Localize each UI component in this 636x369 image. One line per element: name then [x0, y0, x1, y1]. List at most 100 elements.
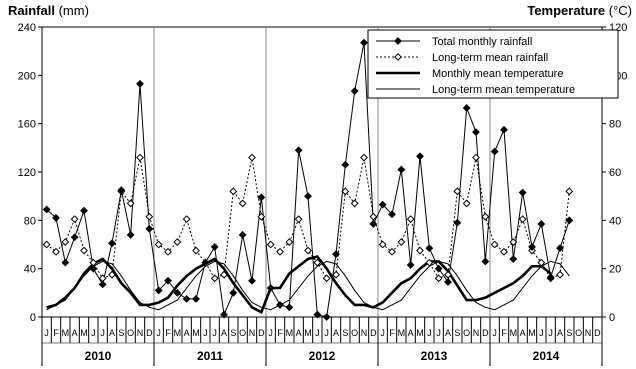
long-term-rainfall-point [406, 215, 415, 224]
long-term-rainfall-point [332, 270, 340, 279]
month-label: D [482, 328, 489, 338]
total-rainfall-point [500, 125, 508, 134]
total-rainfall-point [61, 258, 70, 267]
right-axis-title: Temperature (°C) [527, 3, 632, 18]
month-label: J [315, 328, 320, 338]
long-term-rainfall-point [276, 247, 284, 256]
total-rainfall-point [406, 261, 415, 269]
total-rainfall-point [509, 255, 518, 263]
year-label: 2014 [533, 349, 560, 363]
month-label: A [296, 328, 302, 338]
month-label: D [258, 328, 265, 338]
total-rainfall-point [257, 193, 266, 202]
month-label: M [510, 328, 518, 338]
legend-label: Monthly mean temperature [432, 68, 563, 80]
total-rainfall-point [145, 224, 154, 233]
month-label: S [454, 328, 460, 338]
month-label: D [146, 328, 153, 338]
long-term-rainfall-point [52, 247, 60, 256]
total-rainfall-point [136, 79, 144, 88]
long-term-rainfall-point [108, 270, 116, 279]
total-rainfall-point [220, 310, 228, 319]
month-label: O [351, 328, 358, 338]
total-rainfall-point [444, 278, 452, 286]
series-line-monthly-mean-temperature [46, 255, 552, 314]
long-term-rainfall-point [341, 187, 350, 196]
total-rainfall-point [276, 301, 284, 309]
long-term-rainfall-point [192, 246, 200, 255]
total-rainfall-point [52, 214, 60, 222]
month-label: O [463, 328, 470, 338]
total-rainfall-point [173, 288, 182, 297]
series-layer [42, 38, 574, 321]
long-term-rainfall-point [453, 187, 462, 196]
total-rainfall-point [378, 200, 387, 209]
month-label: F [277, 328, 283, 338]
right-tick-label: 20 [609, 264, 621, 276]
month-label: M [304, 328, 312, 338]
month-label: J [268, 328, 273, 338]
month-label: S [118, 328, 124, 338]
month-label: A [221, 328, 227, 338]
month-label: D [370, 328, 377, 338]
month-label: A [445, 328, 451, 338]
total-rainfall-point [556, 244, 564, 253]
long-term-rainfall-point [145, 212, 154, 221]
left-tick-label: 80 [24, 215, 36, 227]
month-label: M [286, 328, 294, 338]
month-label: S [342, 328, 348, 338]
left-tick-label: 160 [18, 119, 36, 131]
month-label: M [192, 328, 200, 338]
month-label: N [473, 328, 480, 338]
month-label: A [184, 328, 190, 338]
legend-marker [394, 37, 402, 45]
total-rainfall-point [126, 230, 135, 239]
long-term-rainfall-point [509, 238, 518, 246]
total-rainfall-point [294, 146, 303, 155]
total-rainfall-point [201, 258, 210, 267]
left-tick-label: 200 [18, 70, 36, 82]
right-tick-label: 40 [609, 215, 621, 227]
month-label: M [80, 328, 88, 338]
year-label: 2011 [197, 349, 223, 363]
long-term-rainfall-point [350, 199, 359, 208]
total-rainfall-point [154, 286, 163, 295]
long-term-rainfall-point [238, 199, 247, 208]
long-term-rainfall-point [313, 258, 322, 267]
month-label: F [53, 328, 59, 338]
long-term-rainfall-point [182, 215, 191, 224]
series-line-long-term-mean-temperature [46, 260, 570, 311]
left-tick-label: 0 [30, 312, 36, 324]
long-term-rainfall-point [434, 274, 443, 283]
left-tick-label: 40 [24, 264, 36, 276]
total-rainfall-point [266, 284, 275, 292]
total-rainfall-point [546, 273, 555, 282]
month-label: A [520, 328, 526, 338]
long-term-rainfall-point [518, 215, 527, 224]
year-label: 2010 [85, 349, 112, 363]
left-tick-label: 120 [18, 167, 36, 179]
long-term-rainfall-point [164, 247, 172, 256]
long-term-rainfall-point [210, 274, 219, 283]
legend-monthly-mean-temperature: Monthly mean temperature [376, 68, 563, 80]
total-rainfall-point [89, 264, 98, 273]
month-label: J [324, 328, 329, 338]
total-rainfall-point [350, 87, 359, 95]
long-term-rainfall-point [80, 246, 88, 255]
month-label: A [557, 328, 563, 338]
long-term-rainfall-point [266, 240, 275, 249]
total-rainfall-point [304, 192, 312, 201]
long-term-rainfall-point [537, 258, 546, 267]
long-term-rainfall-point [500, 247, 508, 256]
month-label: J [212, 328, 217, 338]
month-label: J [548, 328, 553, 338]
total-rainfall-point [313, 310, 322, 319]
month-label: A [408, 328, 414, 338]
total-rainfall-point [397, 165, 406, 174]
month-label: M [174, 328, 182, 338]
total-rainfall-point [210, 243, 219, 251]
long-term-rainfall-point [444, 270, 452, 279]
month-label: J [203, 328, 208, 338]
total-rainfall-point [70, 233, 79, 242]
long-term-rainfall-point [70, 215, 79, 224]
